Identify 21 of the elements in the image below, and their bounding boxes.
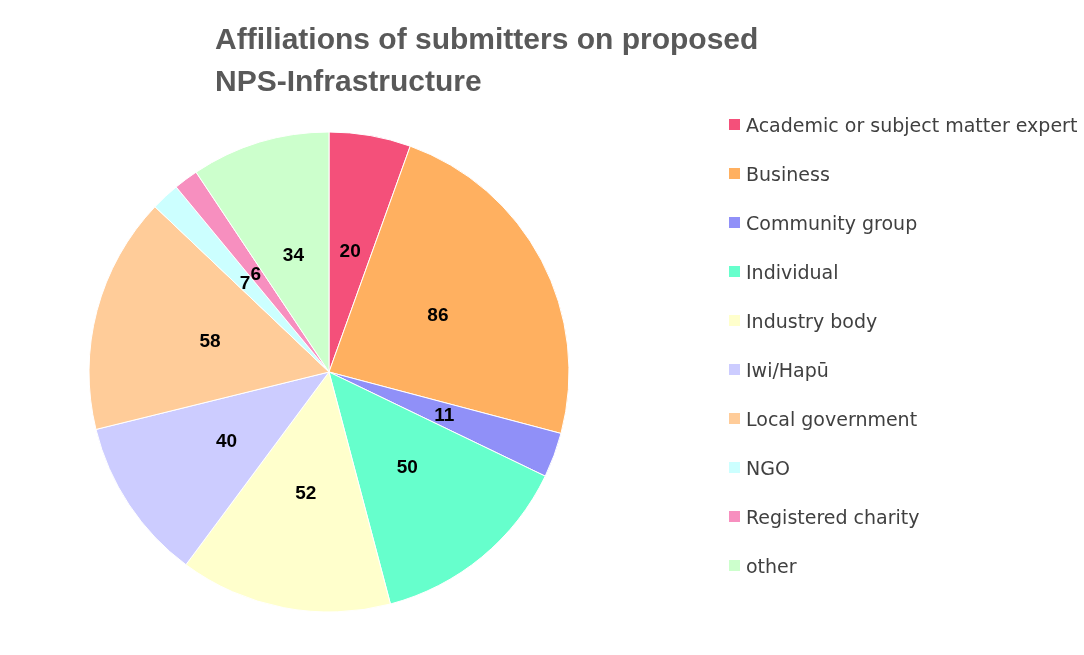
data-label: 50	[396, 456, 418, 478]
legend-label: Local government	[746, 407, 918, 430]
data-label: 11	[434, 404, 455, 426]
data-label: 34	[282, 243, 305, 265]
data-label: 7	[239, 271, 251, 293]
legend-label: Registered charity	[746, 505, 920, 528]
legend-label: Community group	[746, 211, 918, 234]
data-label: 86	[427, 304, 449, 326]
chart-title: Affiliations of submitters on proposed NPS-Infrastructure	[215, 21, 767, 97]
legend-label: Industry body	[746, 309, 878, 332]
data-label: 20	[339, 240, 361, 262]
legend-label: NGO	[746, 456, 790, 479]
data-label: 6	[250, 262, 261, 284]
legend-label: Individual	[746, 260, 839, 283]
legend-label: other	[746, 554, 797, 577]
data-label: 52	[295, 482, 317, 504]
legend-label: Academic or subject matter expert	[746, 113, 1078, 136]
data-label: 58	[199, 330, 221, 352]
legend-label: Business	[746, 162, 830, 185]
data-label: 40	[216, 429, 238, 451]
legend-label: Iwi/Hapū	[746, 358, 829, 381]
